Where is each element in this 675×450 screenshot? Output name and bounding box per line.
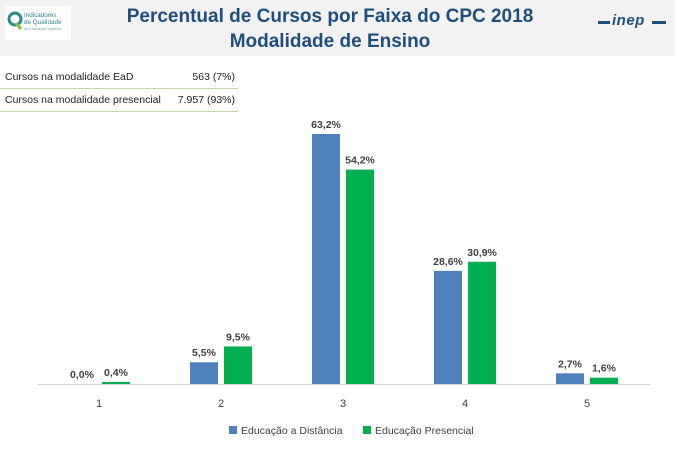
data-label-ead-5: 2,7% <box>558 358 583 370</box>
chart-title: Percentual de Cursos por Faixa do CPC 20… <box>80 4 580 54</box>
bar-presencial-2 <box>224 346 252 384</box>
data-label-presencial-1: 0,4% <box>104 367 129 379</box>
bar-presencial-4 <box>468 261 496 384</box>
stat-label-ead: Cursos na modalidade EaD <box>5 71 134 83</box>
inep-logo: inep <box>598 12 668 33</box>
bar-ead-2 <box>190 362 218 384</box>
data-label-presencial-3: 54,2% <box>345 155 375 167</box>
logo-line-2: de Qualidade <box>24 19 62 26</box>
bar-presencial-5 <box>590 377 618 384</box>
chart-title-line-1: Percentual de Cursos por Faixa do CPC 20… <box>126 6 534 27</box>
inep-logo-text: inep <box>612 12 645 29</box>
logo-line-1: Indicadores <box>24 12 57 19</box>
stat-value-ead: 563 (7%) <box>192 71 235 83</box>
data-label-ead-3: 63,2% <box>311 119 341 131</box>
bar-ead-3 <box>312 134 340 384</box>
stat-value-presencial: 7.957 (93%) <box>177 94 235 106</box>
stat-row-ead: Cursos na modalidade EaD 563 (7%) <box>0 66 238 89</box>
stat-label-presencial: Cursos na modalidade presencial <box>5 94 161 106</box>
x-tick-label-1: 1 <box>96 398 102 410</box>
x-tick-label-5: 5 <box>584 398 590 410</box>
x-tick-label-3: 3 <box>340 398 346 410</box>
bar-ead-4 <box>434 270 462 384</box>
legend-swatch-ead <box>229 426 237 434</box>
data-label-presencial-4: 30,9% <box>467 247 497 259</box>
x-tick-label-2: 2 <box>218 398 224 410</box>
data-label-ead-2: 5,5% <box>192 347 217 359</box>
indicadores-logo: Indicadores de Qualidade da Educação Sup… <box>5 6 71 40</box>
bar-presencial-1 <box>102 382 130 384</box>
chart-title-line-2: Modalidade de Ensino <box>229 31 431 52</box>
stats-table: Cursos na modalidade EaD 563 (7%) Cursos… <box>0 66 238 112</box>
legend-swatch-presencial <box>363 426 371 434</box>
header: Indicadores de Qualidade da Educação Sup… <box>0 0 675 56</box>
data-label-ead-4: 28,6% <box>433 256 463 268</box>
bar-ead-5 <box>556 373 584 384</box>
stat-row-presencial: Cursos na modalidade presencial 7.957 (9… <box>0 89 238 112</box>
legend-label-presencial: Educação Presencial <box>375 425 474 437</box>
data-label-ead-1: 0,0% <box>70 369 95 381</box>
bar-presencial-3 <box>346 169 374 384</box>
data-label-presencial-5: 1,6% <box>592 363 617 375</box>
legend-label-ead: Educação a Distância <box>241 425 343 437</box>
logo-line-3: da Educação Superior <box>24 27 62 31</box>
x-tick-label-4: 4 <box>462 398 468 410</box>
inep-logo-right-bar <box>652 21 666 24</box>
data-label-presencial-2: 9,5% <box>226 331 251 343</box>
inep-logo-left-bar <box>598 21 610 24</box>
indicadores-q-icon <box>7 11 23 30</box>
